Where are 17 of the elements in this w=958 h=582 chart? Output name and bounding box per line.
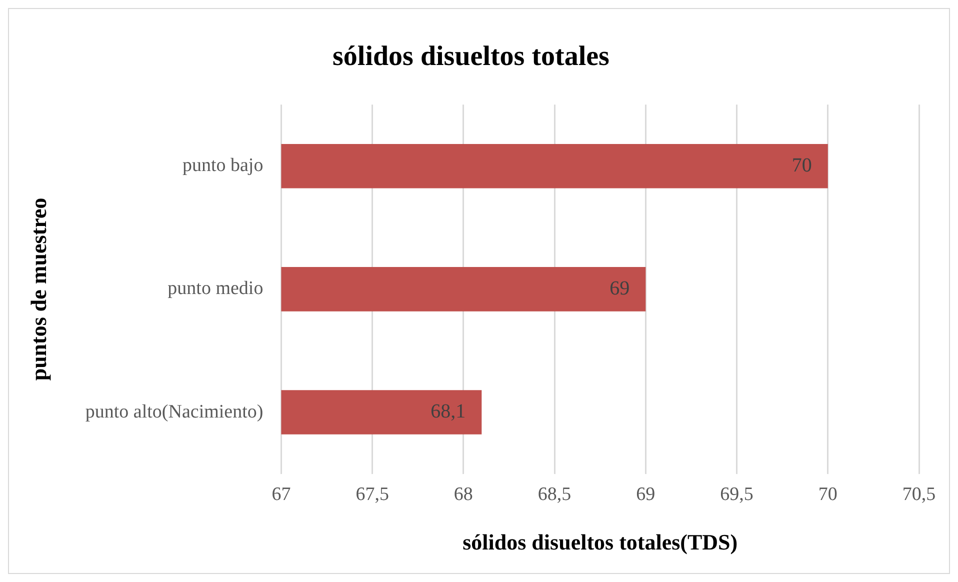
x-tick-label: 70,5: [902, 484, 936, 506]
x-tick-label: 70: [818, 484, 838, 506]
x-axis-title: sólidos disueltos totales(TDS): [462, 529, 738, 554]
y-tick-label: punto alto(Nacimiento): [85, 401, 264, 422]
x-tick-label: 69,5: [720, 484, 754, 506]
data-label: 69: [610, 277, 630, 300]
x-tick-label: 67,5: [356, 484, 389, 506]
x-tick-label: 67: [272, 484, 291, 506]
data-label: 70: [792, 154, 812, 176]
data-label: 68,1: [430, 400, 466, 423]
x-tick-label: 69: [636, 484, 656, 506]
y-axis-title: puntos de muestreo: [26, 198, 51, 381]
x-tick-label: 68,5: [538, 484, 572, 506]
x-tick-label: 68: [454, 484, 473, 506]
chart-title: sólidos disueltos totales: [332, 41, 610, 72]
y-tick-label: punto bajo: [182, 155, 264, 176]
y-tick-label: punto medio: [168, 278, 264, 300]
